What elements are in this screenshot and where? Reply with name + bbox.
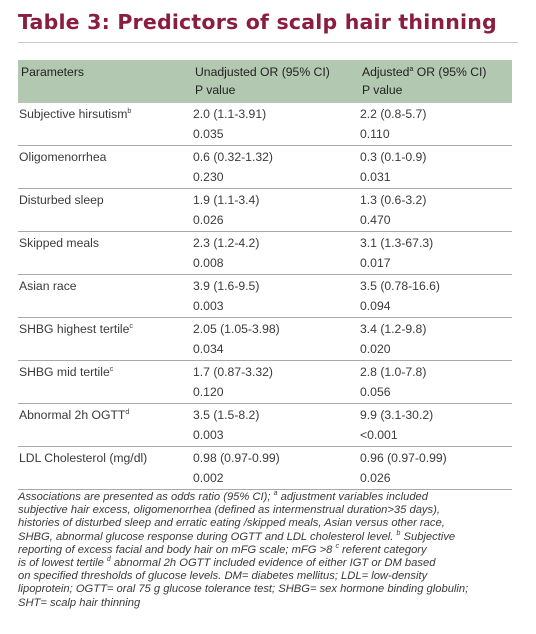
header-adjusted-or: Adjusteda OR (95% CI): [359, 60, 512, 81]
adj-or-cell: 0.3 (0.1-0.9): [360, 150, 427, 164]
unadj-p-cell: 0.002: [192, 469, 359, 490]
table-row-pvalue: 0.008 0.017: [18, 254, 512, 275]
adj-or-cell: 3.5 (0.78-16.6): [360, 279, 440, 293]
param-cell: LDL Cholesterol (mg/dl): [19, 451, 148, 465]
adj-or-cell: 2.2 (0.8-5.7): [360, 107, 427, 121]
footnote-line: SHT= scalp hair thinning: [18, 596, 141, 609]
table-title: Table 3: Predictors of scalp hair thinni…: [18, 10, 497, 34]
unadj-or-cell: 1.9 (1.1-3.4): [193, 193, 260, 207]
footnote-line: reporting of excess facial and body hair…: [18, 542, 427, 556]
param-cell: Abnormal 2h OGTTd: [19, 408, 130, 422]
footnote-line: SHBG, abnormal glucose response during O…: [18, 529, 456, 543]
footnote-line: histories of disturbed sleep and erratic…: [18, 517, 445, 530]
param-cell: Asian race: [19, 279, 77, 293]
table-row-pvalue: 0.002 0.026: [18, 469, 512, 490]
table-footnotes: Associations are presented as odds ratio…: [18, 490, 518, 610]
footnote-line: subjective hair excess, oligomenorrhea (…: [18, 504, 440, 517]
table-body: Subjective hirsutismb 2.0 (1.1-3.91) 2.2…: [18, 103, 512, 490]
param-cell: Oligomenorrhea: [19, 150, 107, 164]
table-row-pvalue: 0.003 0.094: [18, 297, 512, 318]
adj-p-cell: 0.470: [359, 211, 512, 232]
table-row-pvalue: 0.026 0.470: [18, 211, 512, 232]
table-row: Skipped meals 2.3 (1.2-4.2) 3.1 (1.3-67.…: [18, 232, 512, 255]
table-row: Subjective hirsutismb 2.0 (1.1-3.91) 2.2…: [18, 103, 512, 125]
unadj-p-cell: 0.034: [192, 340, 359, 361]
param-cell: Subjective hirsutismb: [19, 107, 132, 121]
unadj-p-cell: 0.026: [192, 211, 359, 232]
unadj-p-cell: 0.035: [192, 125, 359, 146]
unadj-or-cell: 0.98 (0.97-0.99): [193, 451, 280, 465]
unadj-p-cell: 0.003: [192, 297, 359, 318]
table-row: SHBG mid tertilec 1.7 (0.87-3.32) 2.8 (1…: [18, 361, 512, 384]
adj-or-cell: 0.96 (0.97-0.99): [360, 451, 447, 465]
unadj-or-cell: 3.5 (1.5-8.2): [193, 408, 260, 422]
footnote-line: lipoprotein; OGTT= oral 75 g glucose tol…: [18, 583, 469, 596]
unadj-p-cell: 0.003: [192, 426, 359, 447]
adj-or-cell: 3.4 (1.2-9.8): [360, 322, 427, 336]
param-cell: SHBG highest tertilec: [19, 322, 133, 336]
header-parameters: Parameters: [18, 60, 192, 81]
predictors-table: Parameters Unadjusted OR (95% CI) Adjust…: [18, 60, 512, 490]
unadj-p-cell: 0.008: [192, 254, 359, 275]
adj-or-cell: 3.1 (1.3-67.3): [360, 236, 434, 250]
unadj-p-cell: 0.230: [192, 168, 359, 189]
header-unadjusted-or: Unadjusted OR (95% CI): [192, 60, 359, 81]
adj-or-cell: 2.8 (1.0-7.8): [360, 365, 427, 379]
table-row: Oligomenorrhea 0.6 (0.32-1.32) 0.3 (0.1-…: [18, 146, 512, 169]
table-row: LDL Cholesterol (mg/dl) 0.98 (0.97-0.99)…: [18, 447, 512, 470]
table-row-pvalue: 0.035 0.110: [18, 125, 512, 146]
unadj-or-cell: 3.9 (1.6-9.5): [193, 279, 260, 293]
adj-p-cell: 0.056: [359, 383, 512, 404]
adj-p-cell: 0.026: [359, 469, 512, 490]
header-unadjusted-p: P value: [192, 81, 359, 103]
table-row-pvalue: 0.230 0.031: [18, 168, 512, 189]
adj-p-cell: 0.110: [359, 125, 512, 146]
table-header: Parameters Unadjusted OR (95% CI) Adjust…: [18, 60, 512, 103]
table-row: Disturbed sleep 1.9 (1.1-3.4) 1.3 (0.6-3…: [18, 189, 512, 212]
adj-p-cell: 0.020: [359, 340, 512, 361]
adj-or-cell: 9.9 (3.1-30.2): [360, 408, 434, 422]
table-row: Asian race 3.9 (1.6-9.5) 3.5 (0.78-16.6): [18, 275, 512, 298]
table-row-pvalue: 0.003 <0.001: [18, 426, 512, 447]
unadj-or-cell: 1.7 (0.87-3.32): [193, 365, 273, 379]
adj-p-cell: 0.031: [359, 168, 512, 189]
footnote-line: on specified thresholds of glucose level…: [18, 570, 428, 583]
footnote-line: Associations are presented as odds ratio…: [18, 490, 428, 503]
unadj-or-cell: 2.3 (1.2-4.2): [193, 236, 260, 250]
unadj-or-cell: 0.6 (0.32-1.32): [193, 150, 273, 164]
adj-p-cell: 0.094: [359, 297, 512, 318]
table-row-pvalue: 0.120 0.056: [18, 383, 512, 404]
header-empty: [18, 81, 192, 103]
title-divider: [18, 42, 518, 43]
param-cell: Skipped meals: [19, 236, 99, 250]
unadj-or-cell: 2.05 (1.05-3.98): [193, 322, 280, 336]
adj-p-cell: <0.001: [359, 426, 512, 447]
footnote-line: is of lowest tertile d abnormal 2h OGTT …: [18, 556, 436, 570]
param-cell: SHBG mid tertilec: [19, 365, 114, 379]
adj-p-cell: 0.017: [359, 254, 512, 275]
table-row: Abnormal 2h OGTTd 3.5 (1.5-8.2) 9.9 (3.1…: [18, 404, 512, 427]
adj-or-cell: 1.3 (0.6-3.2): [360, 193, 427, 207]
param-cell: Disturbed sleep: [19, 193, 104, 207]
unadj-p-cell: 0.120: [192, 383, 359, 404]
table-row: SHBG highest tertilec 2.05 (1.05-3.98) 3…: [18, 318, 512, 341]
unadj-or-cell: 2.0 (1.1-3.91): [193, 107, 267, 121]
table-row-pvalue: 0.034 0.020: [18, 340, 512, 361]
header-adjusted-p: P value: [359, 81, 512, 103]
